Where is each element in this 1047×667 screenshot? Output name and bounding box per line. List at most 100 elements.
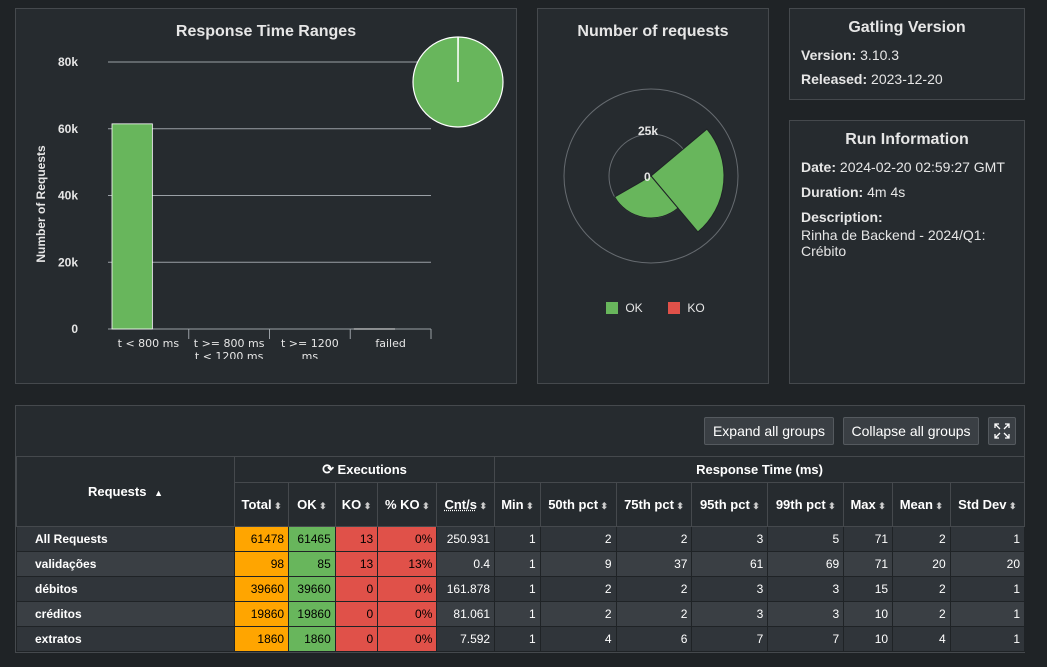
legend-ko-label[interactable]: KO bbox=[687, 301, 705, 315]
request-name: extratos bbox=[16, 626, 235, 652]
col-header-8[interactable]: 95th pct ⬍ bbox=[691, 482, 769, 527]
table-row[interactable]: All Requests 61478 61465 13 0% 250.931 1 2 2 3 5 71… bbox=[16, 526, 1026, 552]
col-header-7[interactable]: 75th pct ⬍ bbox=[615, 482, 693, 527]
cell-7: 2 bbox=[615, 526, 693, 552]
col-header-0[interactable]: Total ⬍ bbox=[233, 482, 290, 527]
cell-2: 13 bbox=[334, 526, 379, 552]
cell-12: 1 bbox=[949, 601, 1026, 627]
x-tick-label: t >= 800 ms bbox=[194, 337, 265, 350]
request-name: débitos bbox=[16, 576, 235, 602]
date-row: Date: 2024-02-20 02:59:27 GMT bbox=[801, 159, 1024, 175]
col-header-10[interactable]: Max ⬍ bbox=[843, 482, 894, 527]
requests-header[interactable]: Requests ▲ bbox=[16, 456, 235, 527]
collapse-all-groups-button[interactable]: Collapse all groups bbox=[843, 417, 979, 445]
cell-6: 4 bbox=[539, 626, 617, 652]
cell-3: 0% bbox=[377, 626, 438, 652]
col-header-9[interactable]: 99th pct ⬍ bbox=[767, 482, 845, 527]
cell-6: 9 bbox=[539, 551, 617, 577]
cell-8: 3 bbox=[691, 576, 769, 602]
cell-6: 2 bbox=[539, 576, 617, 602]
released-value: 2023-12-20 bbox=[871, 71, 943, 87]
statistics-table: Requests ▲ ⟳ Executions Response Time (m… bbox=[16, 456, 1026, 652]
cell-0: 61478 bbox=[233, 526, 290, 552]
cell-2: 13 bbox=[334, 551, 379, 577]
cell-4: 7.592 bbox=[436, 626, 496, 652]
expand-all-groups-button[interactable]: Expand all groups bbox=[704, 417, 834, 445]
col-header-3[interactable]: % KO ⬍ bbox=[377, 482, 438, 527]
cell-0: 1860 bbox=[233, 626, 290, 652]
legend-ko-swatch[interactable] bbox=[668, 302, 681, 314]
legend-ok-swatch[interactable] bbox=[606, 302, 618, 314]
table-row[interactable]: débitos 39660 39660 0 0% 161.878 1 2 2 3 3 15 2 1 bbox=[16, 576, 1026, 602]
col-header-5[interactable]: Min ⬍ bbox=[494, 482, 541, 527]
cell-9: 3 bbox=[767, 601, 845, 627]
cell-11: 2 bbox=[892, 576, 951, 602]
version-label: Version: bbox=[801, 47, 857, 63]
cell-5: 1 bbox=[494, 626, 541, 652]
x-tick-label: failed bbox=[375, 337, 405, 350]
cell-7: 6 bbox=[615, 626, 693, 652]
refresh-icon: ⟳ bbox=[322, 461, 334, 477]
col-header-12[interactable]: Std Dev ⬍ bbox=[949, 482, 1026, 527]
cell-0: 19860 bbox=[233, 601, 290, 627]
run-title: Run Information bbox=[845, 131, 969, 148]
gatling-version-panel: Gatling Version Version: 3.10.3 Released… bbox=[789, 8, 1025, 100]
table-row[interactable]: extratos 1860 1860 0 0% 7.592 1 4 6 7 7 10 4 1 bbox=[16, 626, 1026, 652]
cell-1: 1860 bbox=[288, 626, 336, 652]
col-header-4[interactable]: Cnt/s ⬍ bbox=[436, 482, 496, 527]
cell-1: 19860 bbox=[288, 601, 336, 627]
sort-icon: ⬍ bbox=[749, 501, 760, 511]
x-tick-label: t >= 1200 bbox=[281, 337, 339, 350]
sort-icon: ⬍ bbox=[361, 501, 372, 511]
col-header-1[interactable]: OK ⬍ bbox=[288, 482, 336, 527]
sector-debitos[interactable] bbox=[650, 128, 725, 233]
cell-4: 81.061 bbox=[436, 601, 496, 627]
y-tick-label: 40k bbox=[58, 189, 78, 203]
cell-8: 61 bbox=[691, 551, 769, 577]
description-label-row: Description: bbox=[801, 209, 1024, 225]
cell-8: 7 bbox=[691, 626, 769, 652]
y-tick-label: 20k bbox=[58, 255, 78, 269]
cell-12: 1 bbox=[949, 526, 1026, 552]
cell-8: 3 bbox=[691, 526, 769, 552]
pie-slice-divider bbox=[457, 37, 459, 83]
sort-icon: ⬍ bbox=[673, 501, 684, 511]
cell-0: 39660 bbox=[233, 576, 290, 602]
rtr-chart: 0 20k 40k 60k 80k t < 800 ms t >= 800 mst < 1… bbox=[34, 36, 504, 359]
bar-0[interactable] bbox=[111, 123, 153, 330]
cell-7: 2 bbox=[615, 576, 693, 602]
sort-icon: ⬍ bbox=[825, 501, 836, 511]
sort-icon: ⬍ bbox=[476, 501, 488, 511]
cell-2: 0 bbox=[334, 576, 379, 602]
col-header-11[interactable]: Mean ⬍ bbox=[892, 482, 951, 527]
cell-11: 2 bbox=[892, 526, 951, 552]
col-header-6[interactable]: 50th pct ⬍ bbox=[539, 482, 617, 527]
cell-5: 1 bbox=[494, 526, 541, 552]
cell-1: 85 bbox=[288, 551, 336, 577]
description-label: Description: bbox=[801, 209, 883, 225]
cell-2: 0 bbox=[334, 601, 379, 627]
request-name: créditos bbox=[16, 601, 235, 627]
fullscreen-button[interactable] bbox=[988, 417, 1016, 445]
duration-label: Duration: bbox=[801, 184, 864, 200]
number-of-requests-panel: Number of requests 25k 0 OK KO bbox=[537, 8, 769, 384]
legend-ok-label[interactable]: OK bbox=[625, 301, 643, 315]
table-row[interactable]: validações 98 85 13 13% 0.4 1 9 37 61 69 71 20 20 bbox=[16, 551, 1026, 577]
col-header-2[interactable]: KO ⬍ bbox=[334, 482, 379, 527]
cell-10: 10 bbox=[843, 601, 894, 627]
cell-5: 1 bbox=[494, 551, 541, 577]
rtr-title: Response Time Ranges bbox=[175, 23, 357, 40]
radial-tick-25k: 25k bbox=[638, 124, 658, 138]
cell-10: 15 bbox=[843, 576, 894, 602]
expand-arrows-icon bbox=[994, 423, 1010, 439]
cell-9: 7 bbox=[767, 626, 845, 652]
radial-tick-0: 0 bbox=[644, 170, 651, 184]
nreq-title: Number of requests bbox=[577, 23, 729, 40]
sort-icon: ⬍ bbox=[419, 501, 430, 511]
table-row[interactable]: créditos 19860 19860 0 0% 81.061 1 2 2 3 3 10 2 1 bbox=[16, 601, 1026, 627]
cell-12: 1 bbox=[949, 626, 1026, 652]
sector-creditos[interactable] bbox=[613, 175, 679, 219]
cell-7: 37 bbox=[615, 551, 693, 577]
cell-4: 161.878 bbox=[436, 576, 496, 602]
outer-ring bbox=[563, 88, 739, 264]
